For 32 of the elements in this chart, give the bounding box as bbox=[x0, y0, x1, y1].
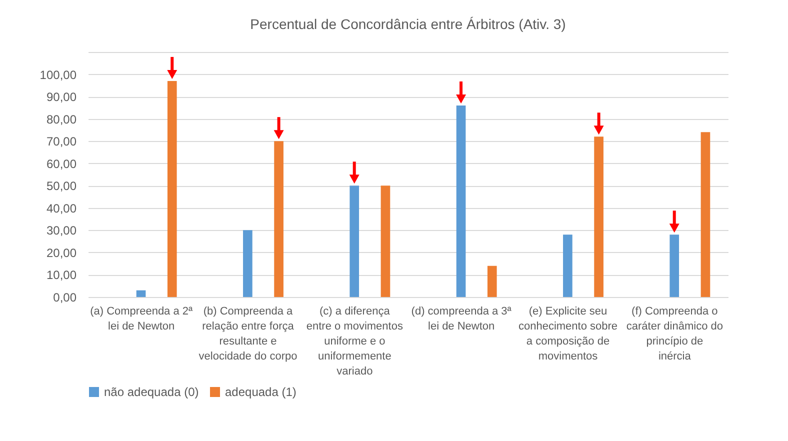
x-tick-label: (e) Explicite seu conhecimento sobre a composição de movimentos bbox=[518, 306, 618, 362]
bar bbox=[487, 266, 497, 297]
y-tick-label: 20,00 bbox=[46, 246, 77, 260]
bar bbox=[380, 186, 390, 297]
y-tick-label: 100,00 bbox=[40, 68, 77, 82]
bar bbox=[700, 132, 710, 297]
x-tick-label: (f) Compreenda o caráter dinâmico do princípio de inércia bbox=[626, 306, 723, 362]
y-tick-label: 90,00 bbox=[46, 90, 77, 104]
y-tick-label: 60,00 bbox=[46, 156, 77, 171]
y-tick-label: 80,00 bbox=[46, 112, 77, 126]
x-tick-label: (d) compreenda a 3ª lei de Newton bbox=[411, 306, 512, 332]
bar bbox=[274, 141, 284, 297]
legend-label: adequada (1) bbox=[225, 385, 296, 399]
bar bbox=[167, 80, 177, 297]
bar bbox=[456, 105, 466, 297]
bar bbox=[594, 136, 604, 297]
bar bbox=[563, 234, 572, 297]
legend-label: não adequada (0) bbox=[104, 385, 199, 399]
x-tick-label: (c) a diferença entre o movimentos uniforme e o uniformemente variado bbox=[306, 306, 404, 378]
y-tick-label: 70,00 bbox=[46, 134, 77, 149]
y-tick-label: 10,00 bbox=[46, 268, 77, 282]
y-tick-label: 40,00 bbox=[46, 201, 77, 216]
y-tick-label: 50,00 bbox=[46, 179, 77, 194]
y-tick-label: 0,00 bbox=[53, 290, 77, 304]
bar bbox=[136, 290, 146, 297]
y-tick-label: 30,00 bbox=[46, 224, 77, 238]
bar bbox=[350, 186, 360, 297]
x-tick-label: (b) Compreenda a relação entre força resultante e velocidade do corpo bbox=[198, 306, 298, 362]
x-tick-label: (a) Compreenda a 2ª lei de Newton bbox=[90, 306, 194, 332]
bar bbox=[243, 230, 252, 297]
bar bbox=[670, 234, 680, 297]
chart-title: Percentual de Concordância entre Árbitros (Ativ. 3) bbox=[250, 16, 566, 32]
